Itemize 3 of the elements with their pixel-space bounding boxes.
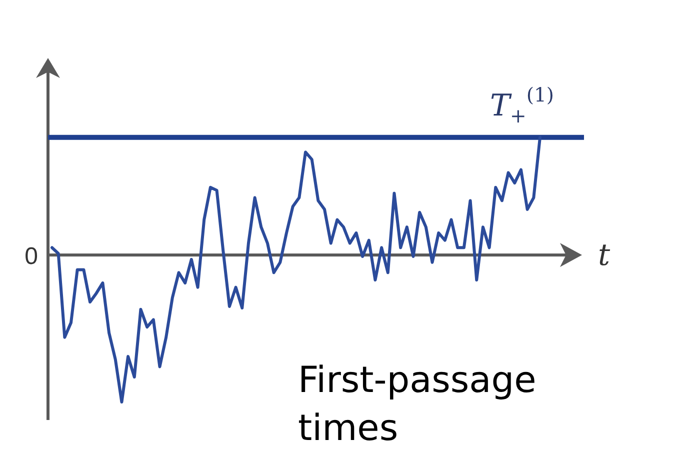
text: 0	[24, 243, 38, 270]
annotation: First-passage times	[298, 360, 536, 449]
x-axis-title: t	[598, 238, 611, 273]
